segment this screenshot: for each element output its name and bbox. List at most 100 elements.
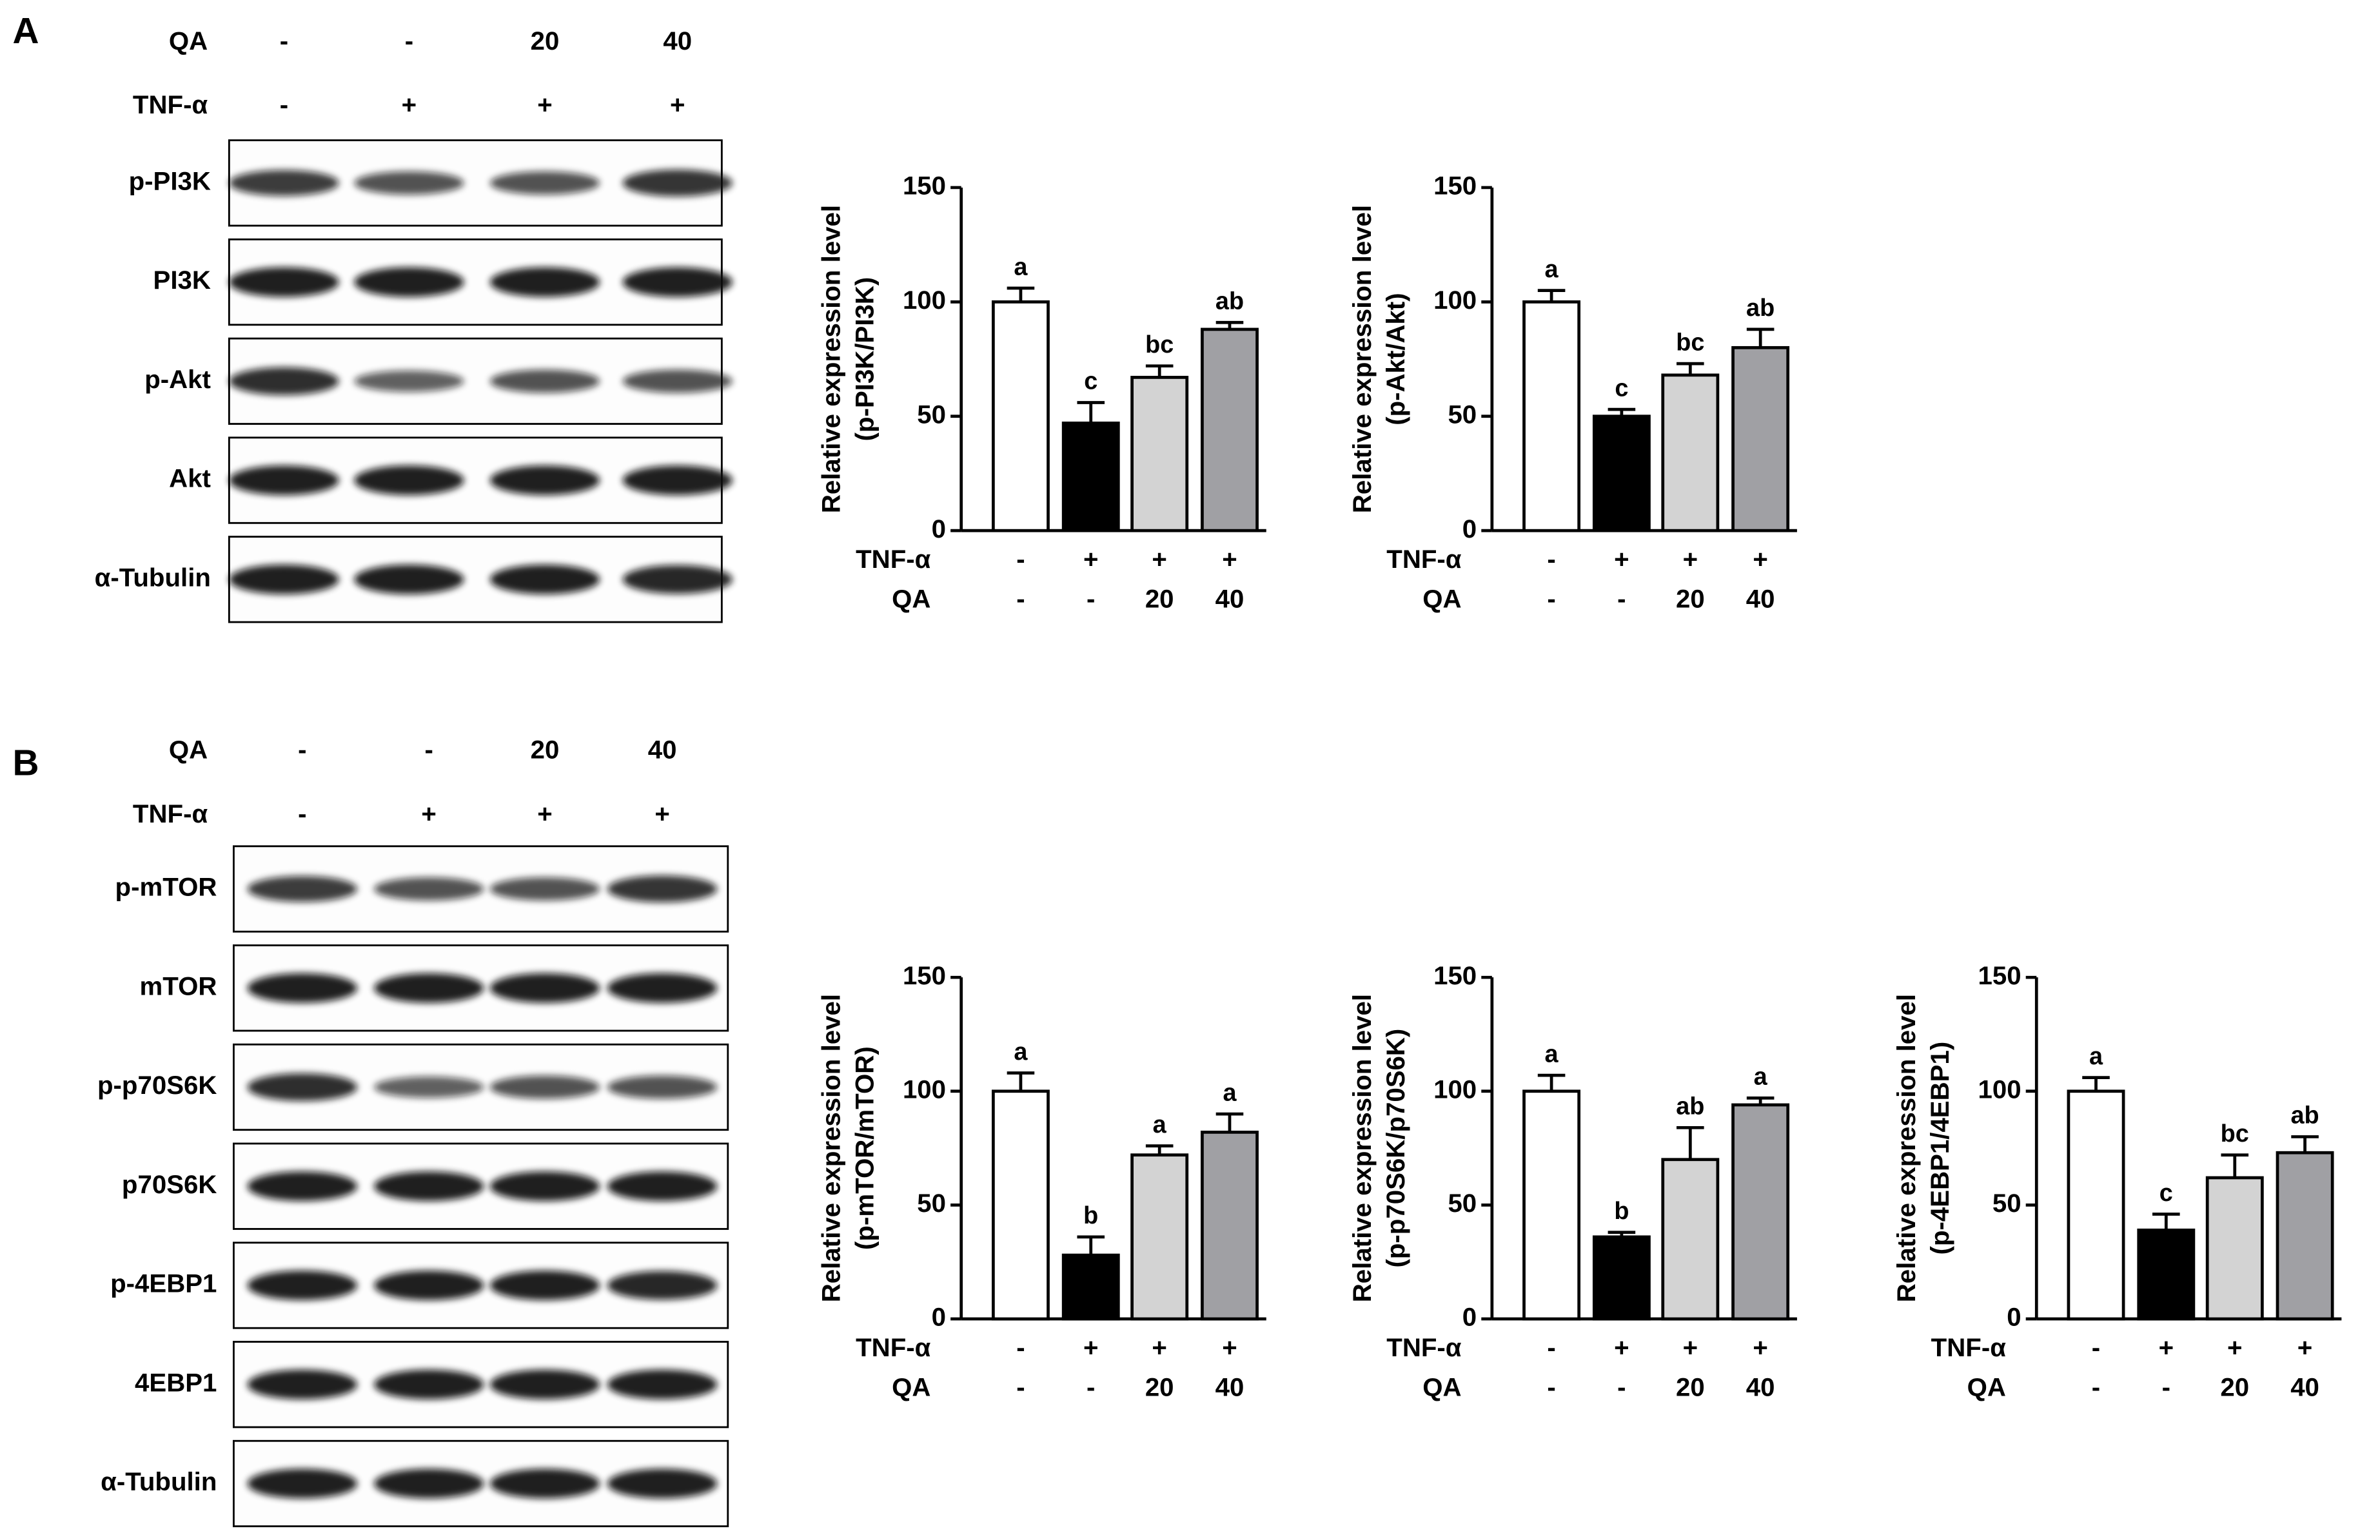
x-row-label: 40 (1215, 1372, 1244, 1401)
x-row-name: TNF-α (1386, 545, 1462, 574)
x-row-label: 20 (1145, 1372, 1174, 1401)
bar (2205, 1176, 2264, 1321)
treatment-lane: 40 (663, 26, 692, 55)
significance-letter: a (1754, 1064, 1768, 1091)
treatment-name: TNF-α (133, 799, 208, 828)
x-row-label: - (2092, 1372, 2100, 1401)
panel-label: A (12, 11, 39, 52)
blot-band (607, 1075, 718, 1099)
significance-letter: bc (2221, 1120, 2249, 1147)
bar (1731, 1103, 1790, 1321)
blot-band (354, 370, 464, 392)
blot-band (622, 369, 733, 393)
y-tick-label: 150 (903, 961, 946, 990)
significance-letter: ab (1676, 1093, 1704, 1120)
blot-band (489, 1271, 600, 1300)
blot-label: PI3K (153, 266, 211, 295)
x-row-name: QA (1422, 1372, 1461, 1401)
x-row-label: - (1016, 1372, 1025, 1401)
x-row-label: - (1016, 585, 1025, 614)
x-row-label: + (1614, 545, 1629, 574)
blot-label: p-4EBP1 (110, 1269, 217, 1298)
panel-label: B (12, 743, 39, 783)
treatment-lane: + (654, 799, 669, 828)
treatment-name: TNF-α (133, 90, 208, 119)
bar (2276, 1151, 2334, 1321)
y-tick-label: 0 (2007, 1303, 2021, 1332)
x-row-label: + (1753, 1333, 1767, 1362)
y-axis-label: Relative expression level (1348, 994, 1377, 1302)
treatment-lane: 40 (648, 736, 677, 765)
treatment-lane: + (537, 90, 552, 119)
y-tick-label: 50 (1992, 1189, 2021, 1218)
bar (2067, 1089, 2125, 1321)
blot-band (607, 875, 718, 902)
treatment-lane: + (537, 799, 552, 828)
blot-band (374, 1271, 484, 1300)
y-tick-label: 100 (903, 1075, 946, 1104)
treatment-lane: - (280, 26, 288, 55)
blot-band (607, 1369, 718, 1399)
bar (1201, 327, 1259, 532)
x-row-label: + (1683, 545, 1698, 574)
blot-label: α-Tubulin (101, 1467, 217, 1496)
blot-band (229, 564, 339, 594)
y-tick-label: 100 (903, 286, 946, 315)
significance-letter: a (1014, 253, 1028, 280)
treatment-lane: - (298, 799, 306, 828)
treatment-lane: - (405, 26, 413, 55)
y-tick-label: 0 (932, 1303, 946, 1332)
x-row-label: 40 (1215, 585, 1244, 614)
y-tick-label: 0 (932, 514, 946, 543)
blot-band (374, 1468, 484, 1499)
x-row-label: + (1614, 1333, 1629, 1362)
bar (2137, 1228, 2196, 1321)
treatment-lane: + (421, 799, 436, 828)
treatment-lane: - (298, 736, 306, 765)
y-tick-label: 0 (1462, 514, 1477, 543)
x-row-name: QA (1422, 585, 1461, 614)
x-row-label: - (2092, 1333, 2100, 1362)
significance-letter: bc (1145, 331, 1174, 358)
significance-letter: ab (1215, 288, 1244, 315)
significance-letter: c (2159, 1180, 2173, 1207)
blot-band (622, 267, 733, 297)
blot-band (607, 1171, 718, 1202)
x-row-label: + (2297, 1333, 2312, 1362)
x-row-label: - (1087, 1372, 1095, 1401)
treatment-lane: + (402, 90, 417, 119)
y-axis-label: (p-4EBP1/4EBP1) (1925, 1042, 1954, 1255)
blot-band (489, 1171, 600, 1202)
x-row-label: - (1547, 1372, 1555, 1401)
x-row-label: 20 (2220, 1372, 2249, 1401)
blot-band (489, 877, 600, 901)
y-axis-label: (p-mTOR/mTOR) (851, 1046, 880, 1250)
y-tick-label: 150 (1433, 961, 1477, 990)
treatment-name: QA (169, 736, 208, 765)
blot-band (247, 875, 358, 902)
blot-label: mTOR (140, 971, 217, 1000)
significance-letter: a (2089, 1043, 2103, 1070)
y-tick-label: 150 (903, 171, 946, 200)
bar (1522, 1089, 1581, 1321)
significance-letter: b (1083, 1202, 1098, 1229)
blot-band (622, 465, 733, 496)
significance-letter: ab (2290, 1102, 2319, 1129)
blot-band (354, 564, 464, 594)
y-tick-label: 50 (1448, 1189, 1477, 1218)
x-row-label: 20 (1676, 1372, 1705, 1401)
x-row-label: - (1547, 1333, 1555, 1362)
x-row-label: 20 (1145, 585, 1174, 614)
blot-band (247, 1468, 358, 1499)
bar (1592, 414, 1651, 532)
blot-label: p70S6K (122, 1170, 217, 1199)
x-row-label: 40 (1746, 1372, 1775, 1401)
treatment-lane: - (280, 90, 288, 119)
x-row-label: - (1087, 585, 1095, 614)
x-row-name: TNF-α (1931, 1333, 2007, 1362)
bar (1130, 1153, 1189, 1321)
x-row-label: + (1152, 1333, 1166, 1362)
y-tick-label: 50 (917, 400, 946, 429)
